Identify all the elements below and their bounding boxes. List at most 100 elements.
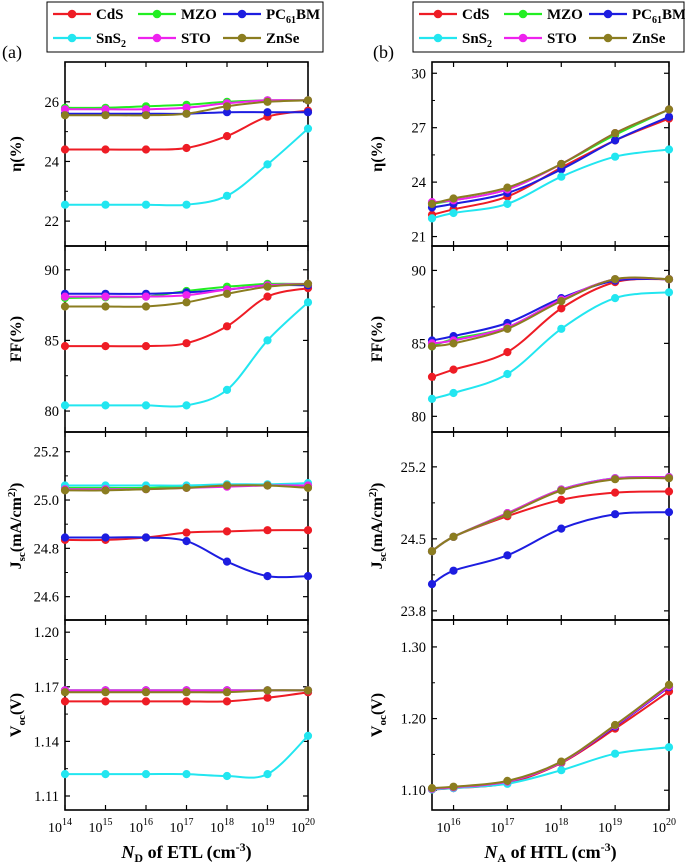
data-point-CdS (60, 145, 70, 154)
data-point-SnS2 (449, 388, 458, 398)
data-point-SnS2 (222, 771, 232, 781)
panel-b-2: 23.8 24.5 25.2 Jsc(mA/cm2)) (367, 431, 674, 621)
legend-label-SnS2: SnS2 (96, 31, 126, 50)
series-line-CdS (431, 690, 670, 791)
y-tick-label: 80 (412, 409, 427, 425)
series-line-ZnSe (431, 108, 670, 205)
data-point-SnS2 (141, 200, 151, 209)
data-point-CdS (263, 693, 272, 702)
y-tick-label: 1.11 (34, 789, 59, 805)
data-point-CdS (557, 304, 566, 313)
data-point-ZnSe (664, 105, 674, 114)
series-line-STO (431, 108, 670, 204)
y-tick-label: 85 (45, 333, 60, 349)
data-point-PCBM (303, 108, 313, 117)
data-point-SnS2 (303, 731, 313, 741)
data-point-PCBM (263, 572, 272, 581)
data-point-CdS (60, 697, 70, 706)
data-point-SnS2 (182, 200, 191, 209)
data-point-ZnSe (427, 784, 437, 793)
data-point-ZnSe (263, 97, 272, 106)
legend-marker-ZnSe (237, 33, 247, 43)
y-tick-label: 1.14 (34, 734, 60, 750)
series-line-SnS2 (65, 127, 309, 207)
data-point-ZnSe (60, 486, 70, 495)
x-tick-label: 1018 (210, 817, 234, 836)
data-point-SnS2 (557, 766, 566, 775)
data-point-CdS (60, 342, 70, 351)
y-tick-label: 1.20 (34, 625, 59, 641)
data-point-SnS2 (664, 743, 674, 752)
data-point-STO (182, 291, 191, 300)
y-tick-label: 24 (412, 175, 427, 191)
data-point-ZnSe (101, 486, 110, 495)
data-point-CdS (101, 145, 110, 154)
legend-a: CdS MZO PC61BM SnS2 STO ZnSe (46, 1, 324, 53)
data-point-ZnSe (449, 782, 458, 791)
x-tick-label: 1019 (598, 817, 622, 836)
series-line-PCBM (431, 277, 670, 342)
data-point-SnS2 (101, 200, 110, 209)
data-point-SnS2 (449, 208, 458, 218)
data-point-SnS2 (263, 770, 272, 779)
data-point-SnS2 (611, 152, 620, 161)
data-point-CdS (101, 697, 110, 706)
data-point-ZnSe (611, 475, 620, 484)
data-point-ZnSe (664, 275, 674, 284)
y-tick-label: 22 (45, 214, 60, 230)
data-point-PCBM (182, 537, 191, 546)
data-point-STO (101, 292, 110, 301)
data-point-CdS (182, 528, 191, 537)
legend-box (412, 1, 685, 53)
plot-frame (431, 431, 670, 621)
data-point-ZnSe (182, 688, 191, 697)
data-point-ZnSe (101, 302, 110, 311)
data-point-PCBM (60, 533, 70, 542)
legend-label-PCBM: PC61BM (632, 7, 685, 26)
y-tick-label: 1.30 (401, 640, 426, 656)
data-point-CdS (222, 132, 232, 141)
data-point-ZnSe (427, 547, 437, 556)
legend-marker-ZnSe (603, 33, 613, 43)
legend-marker-PCBM (603, 9, 613, 19)
data-point-ZnSe (611, 720, 620, 730)
data-point-CdS (664, 487, 674, 496)
data-point-PCBM (449, 566, 458, 575)
data-point-PCBM (611, 136, 620, 145)
data-point-CdS (101, 342, 110, 351)
data-point-ZnSe (182, 483, 191, 492)
data-point-ZnSe (141, 688, 151, 697)
data-point-ZnSe (101, 688, 110, 697)
data-point-ZnSe (503, 510, 512, 519)
data-point-SnS2 (182, 401, 191, 410)
y-tick-label: 90 (45, 263, 60, 279)
plot-frame (64, 619, 309, 811)
legend-label-STO: STO (181, 31, 211, 47)
plot-frame (431, 619, 670, 811)
x-tick-label: 1016 (437, 817, 461, 836)
data-point-ZnSe (557, 486, 566, 495)
legend-box (46, 1, 324, 53)
x-axis-label: NA of HTL (cm-3) (483, 840, 616, 865)
data-point-SnS2 (101, 770, 110, 779)
y-tick-label: 1.17 (34, 680, 59, 696)
data-point-CdS (141, 342, 151, 351)
legend-marker-CdS (433, 9, 443, 19)
data-point-PCBM (427, 580, 437, 589)
y-tick-label: 27 (412, 121, 427, 137)
x-tick-label: 1014 (48, 817, 72, 836)
legend-marker-SnS2 (67, 33, 77, 43)
data-point-SnS2 (222, 191, 232, 200)
series-line-PCBM (431, 115, 670, 209)
panel-a-2: 24.6 24.8 25.0 25.2 Jsc(mA/cm2)) (6, 431, 313, 621)
data-point-CdS (263, 292, 272, 301)
panel-a-0: 22 24 26 η(%) (8, 61, 313, 247)
y-tick-label: 85 (412, 336, 427, 352)
data-point-ZnSe (141, 302, 151, 311)
data-point-ZnSe (427, 342, 437, 351)
data-point-SnS2 (557, 172, 566, 181)
data-point-CdS (182, 697, 191, 706)
data-point-ZnSe (664, 474, 674, 483)
panel-b-0: 21 24 27 30 η(%) (369, 61, 674, 247)
